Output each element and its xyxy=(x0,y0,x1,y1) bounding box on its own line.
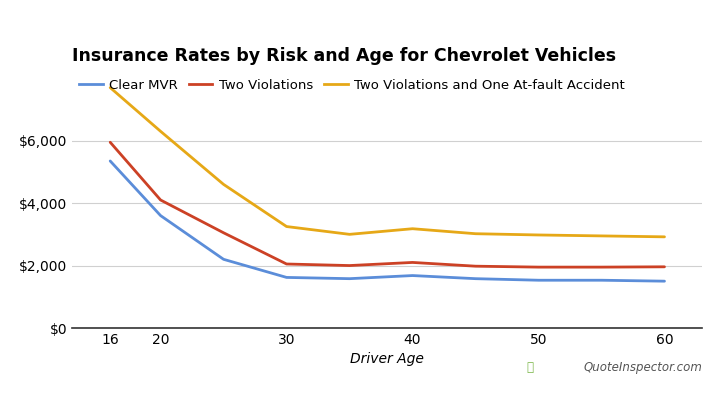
Text: QuoteInspector.com: QuoteInspector.com xyxy=(584,361,702,374)
Text: Insurance Rates by Risk and Age for Chevrolet Vehicles: Insurance Rates by Risk and Age for Chev… xyxy=(72,47,617,65)
Text: Ⓜ: Ⓜ xyxy=(526,361,533,374)
X-axis label: Driver Age: Driver Age xyxy=(350,352,424,366)
Legend: Clear MVR, Two Violations, Two Violations and One At-fault Accident: Clear MVR, Two Violations, Two Violation… xyxy=(79,78,625,92)
